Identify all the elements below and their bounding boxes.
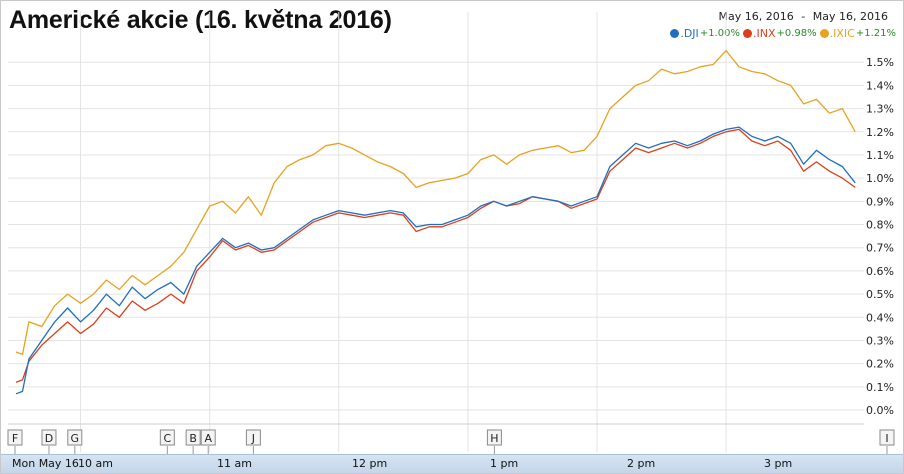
event-flag-label: B bbox=[189, 432, 197, 445]
legend-symbol: .IXIC bbox=[829, 27, 855, 40]
event-flag-label: H bbox=[490, 432, 498, 445]
x-tick-label: Mon May 16 bbox=[12, 457, 79, 470]
y-tick-label: 0.6% bbox=[866, 265, 894, 278]
event-flag-label: D bbox=[45, 432, 53, 445]
y-tick-label: 1.1% bbox=[866, 149, 894, 162]
event-flag-label: G bbox=[71, 432, 80, 445]
x-tick-label: 1 pm bbox=[490, 457, 518, 470]
event-flag-h[interactable] bbox=[486, 429, 502, 446]
date-range-end: May 16, 2016 bbox=[812, 10, 888, 23]
date-range-start: May 16, 2016 bbox=[718, 10, 794, 23]
y-tick-label: 0.9% bbox=[866, 195, 894, 208]
y-tick-label: 0.5% bbox=[866, 288, 894, 301]
legend-symbol: .DJI bbox=[680, 27, 699, 40]
event-flag-d[interactable] bbox=[41, 429, 57, 446]
event-flag-a[interactable] bbox=[200, 429, 216, 446]
legend-dot-icon bbox=[742, 29, 752, 38]
y-tick-label: 0.2% bbox=[866, 358, 894, 371]
legend-item-ixic[interactable]: .IXIC +1.21% bbox=[819, 27, 896, 40]
y-tick-label: 0.0% bbox=[866, 404, 894, 417]
series-line-inx bbox=[15, 128, 856, 383]
event-flag-j[interactable] bbox=[245, 429, 261, 446]
date-range-separator: - bbox=[801, 10, 806, 23]
chart-title: Americké akcie (16. května 2016) bbox=[9, 6, 392, 34]
y-tick-label: 0.3% bbox=[866, 334, 894, 347]
x-tick-label: 10 am bbox=[78, 457, 113, 470]
y-tick-label: 0.8% bbox=[866, 219, 894, 232]
y-tick-label: 1.2% bbox=[866, 126, 894, 139]
x-tick-label: 12 pm bbox=[352, 457, 387, 470]
event-flag-b[interactable] bbox=[185, 429, 201, 446]
y-tick-label: 0.4% bbox=[866, 311, 894, 324]
legend-item-inx[interactable]: .INX +0.98% bbox=[742, 27, 817, 40]
y-tick-label: 1.5% bbox=[866, 56, 894, 69]
date-range[interactable]: May 16, 2016 - May 16, 2016 bbox=[719, 10, 888, 23]
legend-dot-icon bbox=[819, 29, 829, 38]
legend-change: +0.98% bbox=[776, 28, 817, 39]
y-tick-label: 1.4% bbox=[866, 79, 894, 92]
legend-dot-icon bbox=[670, 29, 680, 38]
event-flag-label: C bbox=[163, 432, 171, 445]
event-flag-label: I bbox=[885, 432, 888, 445]
legend-symbol: .INX bbox=[752, 27, 776, 40]
y-tick-label: 1.0% bbox=[866, 172, 894, 185]
event-flag-c[interactable] bbox=[159, 429, 175, 446]
legend-change: +1.00% bbox=[699, 28, 740, 39]
legend: .DJI +1.00% .INX +0.98% .IXIC +1.21% bbox=[667, 27, 896, 41]
x-tick-label: 2 pm bbox=[627, 457, 655, 470]
y-tick-label: 0.7% bbox=[866, 242, 894, 255]
event-flag-label: J bbox=[251, 432, 255, 445]
event-flag-label: A bbox=[204, 432, 212, 445]
event-flag-f[interactable] bbox=[7, 429, 23, 446]
x-tick-label: 11 am bbox=[217, 457, 252, 470]
x-tick-label: 3 pm bbox=[764, 457, 792, 470]
y-tick-label: 0.1% bbox=[866, 381, 894, 394]
series-line-ixic bbox=[15, 49, 856, 356]
legend-item-dji[interactable]: .DJI +1.00% bbox=[670, 27, 740, 40]
event-flag-i[interactable] bbox=[879, 429, 895, 446]
time-axis-bar bbox=[1, 454, 903, 473]
legend-change: +1.21% bbox=[855, 28, 896, 39]
y-tick-label: 1.3% bbox=[866, 103, 894, 116]
event-flag-g[interactable] bbox=[67, 429, 83, 446]
series-line-dji bbox=[15, 126, 856, 395]
event-flag-label: F bbox=[12, 432, 18, 445]
